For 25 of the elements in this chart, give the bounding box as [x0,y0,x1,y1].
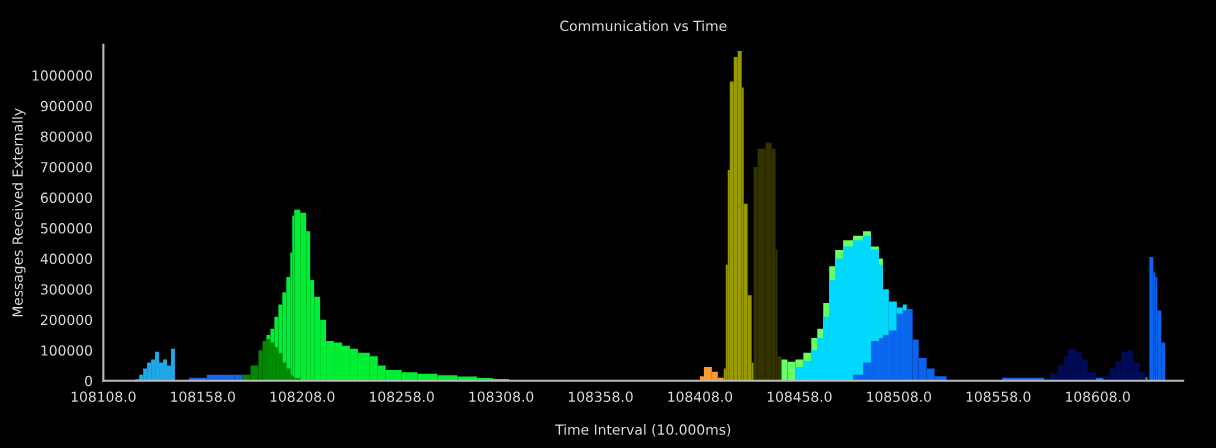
y-tick-label: 700000 [41,161,93,173]
x-tick-label: 108308.0 [469,391,534,402]
x-axis-title: Time Interval (10.000ms) [555,424,731,437]
y-tick-label: 1000000 [32,70,93,81]
y-tick-label: 800000 [40,131,93,142]
x-tick-label: 108208.0 [270,391,335,402]
x-tick-label: 108558.0 [966,391,1031,402]
y-tick-label: 900000 [40,100,93,112]
y-tick-label: 100000 [41,345,93,356]
y-tick-label: 400000 [40,253,93,265]
y-tick-label: 200000 [40,314,93,326]
y-tick-label: 300000 [40,284,93,295]
x-tick-label: 108408.0 [668,391,733,402]
y-tick-label: 600000 [40,192,93,203]
x-tick-label: 108508.0 [867,391,932,402]
x-tick-label: 108608.0 [1066,391,1130,402]
x-tick-label: 108358.0 [568,391,633,402]
x-tick-label: 108258.0 [370,391,434,402]
y-tick-label: 0 [85,375,93,387]
chart-title: Communication vs Time [560,20,727,32]
x-tick-label: 108108.0 [71,391,136,402]
y-axis-title: Messages Received Externally [12,108,26,317]
x-tick-label: 108458.0 [767,391,832,402]
y-tick-label: 500000 [40,223,93,234]
x-tick-label: 108158.0 [171,391,235,402]
